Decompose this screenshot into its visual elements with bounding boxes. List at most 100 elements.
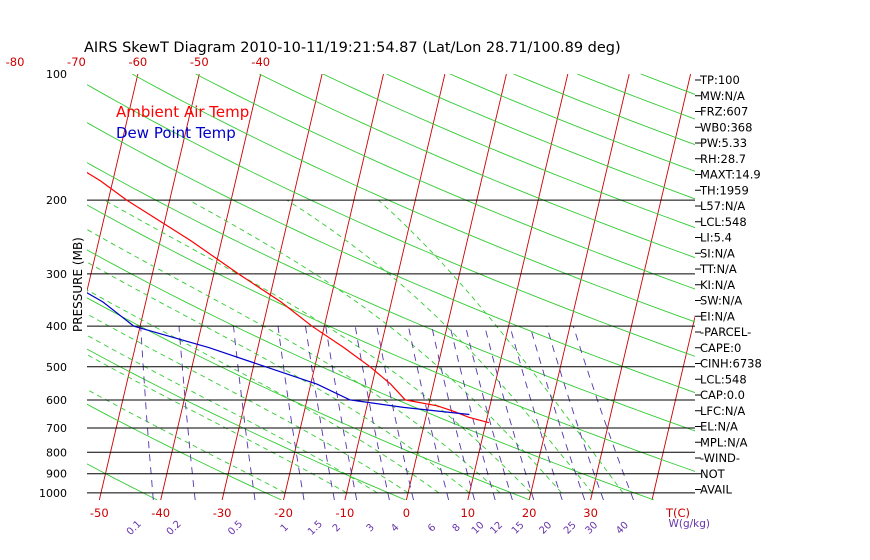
pressure-tick-label: 500 bbox=[46, 361, 67, 374]
mixing-ratio-line bbox=[325, 326, 358, 500]
dry-adiabat-line bbox=[322, 74, 695, 229]
index-label: TT:N/A bbox=[699, 262, 737, 276]
mixing-ratio-line bbox=[449, 326, 496, 500]
mixing-ratio-label: 1.5 bbox=[306, 519, 325, 538]
index-label: -PARCEL- bbox=[700, 325, 751, 339]
mixing-ratio-label: 8 bbox=[451, 522, 463, 534]
dry-adiabat-line bbox=[87, 249, 655, 500]
mixing-ratio-label: 40 bbox=[614, 520, 631, 537]
mixing-ratio-label: 25 bbox=[562, 520, 579, 537]
isotherm-line bbox=[590, 74, 692, 500]
top-temp-label: -50 bbox=[190, 55, 209, 69]
isotherm-line bbox=[0, 74, 77, 500]
index-label: LCL:548 bbox=[700, 215, 747, 229]
isotherm-line bbox=[344, 74, 446, 500]
moist-adiabat-line bbox=[286, 199, 593, 494]
temp-unit-label: T(C) bbox=[665, 506, 690, 520]
index-label: CAPE:0 bbox=[700, 341, 741, 355]
dew-point-temp-line bbox=[87, 292, 470, 416]
dry-adiabat-line bbox=[87, 84, 695, 357]
index-label: CAP:0.0 bbox=[700, 388, 745, 402]
pressure-tick-label: 600 bbox=[46, 394, 67, 407]
index-label: CINH:6738 bbox=[700, 357, 762, 371]
dry-adiabat-line bbox=[449, 74, 695, 172]
pressure-tick-label: 200 bbox=[46, 194, 67, 207]
dry-adiabat-line bbox=[87, 122, 695, 394]
mixing-ratio-line bbox=[509, 326, 563, 500]
mixing-ratio-line bbox=[431, 326, 475, 500]
bottom-temp-label: -20 bbox=[274, 506, 293, 520]
pressure-tick-label: 1000 bbox=[39, 487, 67, 500]
moist-adiabat-line bbox=[87, 313, 409, 494]
chart-title: AIRS SkewT Diagram 2010-10-11/19:21:54.8… bbox=[84, 40, 621, 56]
index-label: TH:1959 bbox=[699, 183, 749, 197]
mixing-ratio-line bbox=[465, 326, 513, 500]
index-label: -WIND- bbox=[700, 451, 740, 465]
mixing-ratio-line bbox=[277, 326, 305, 500]
dry-adiabat-line bbox=[195, 74, 695, 290]
legend: Ambient Air Temp Dew Point Temp bbox=[116, 103, 249, 142]
mixing-ratio-label: 12 bbox=[488, 520, 505, 537]
pressure-tick-label: 700 bbox=[46, 422, 67, 435]
moist-adiabat-line bbox=[87, 228, 501, 494]
index-label: MW:N/A bbox=[700, 89, 745, 103]
bottom-temp-label: 20 bbox=[522, 506, 537, 520]
moist-adiabat-line bbox=[377, 199, 624, 494]
mixing-ratio-line bbox=[529, 326, 586, 500]
y-axis-label: PRESSURE (MB) bbox=[71, 237, 85, 332]
pressure-tick-labels: 100 200 300 400 500 600 700 800 900 1000 bbox=[39, 68, 67, 500]
index-label: LI:5.4 bbox=[700, 231, 732, 245]
index-label: EI:N/A bbox=[700, 309, 735, 323]
index-label: MPL:N/A bbox=[700, 435, 748, 449]
dry-adiabat-line bbox=[131, 74, 695, 323]
top-temp-label: -70 bbox=[67, 55, 86, 69]
dry-adiabat-line bbox=[87, 403, 282, 500]
top-temp-label: -80 bbox=[6, 55, 25, 69]
index-label: MAXT:14.9 bbox=[700, 168, 761, 182]
index-label: EL:N/A bbox=[700, 420, 738, 434]
mixing-ratio-label: 4 bbox=[389, 522, 401, 534]
bottom-temp-label: 10 bbox=[460, 506, 475, 520]
pressure-tick-label: 900 bbox=[46, 468, 67, 481]
bottom-temp-label: 0 bbox=[403, 506, 410, 520]
isotherm-line bbox=[405, 74, 507, 500]
isobar-lines bbox=[87, 199, 695, 494]
dry-adiabat-line bbox=[513, 74, 695, 146]
mixing-ratio-line bbox=[178, 326, 196, 500]
mixing-ratio-label: 30 bbox=[584, 520, 601, 537]
isotherm-line bbox=[651, 314, 695, 500]
mixing-ratio-label: 1 bbox=[279, 522, 291, 534]
bottom-temp-label: -30 bbox=[213, 506, 232, 520]
mixing-ratio-label: 15 bbox=[510, 520, 527, 537]
legend-ambient-air-temp: Ambient Air Temp bbox=[116, 103, 249, 121]
index-label: RH:28.7 bbox=[700, 152, 746, 166]
isotherm-line bbox=[467, 74, 569, 500]
mixing-ratio-label: 3 bbox=[365, 522, 377, 534]
mixing-ratio-label: 0.1 bbox=[125, 519, 144, 538]
mixing-ratio-line bbox=[354, 326, 390, 500]
top-temperature-labels: -120-110-100-90-80-70-60-50-40 bbox=[6, 55, 270, 69]
mixing-ratio-label: 10 bbox=[470, 520, 487, 537]
bottom-temperature-labels: -50 -40 -30 -20 -10 0 10 20 30 T(C) bbox=[90, 506, 690, 520]
mixing-ratio-line bbox=[140, 326, 154, 500]
mixing-ratio-label: 2 bbox=[331, 522, 343, 534]
profile-lines bbox=[87, 171, 490, 424]
pressure-tick-label: 800 bbox=[46, 446, 67, 459]
index-label: LCL:548 bbox=[700, 372, 747, 386]
index-label: SI:N/A bbox=[700, 246, 735, 260]
index-label: AVAIL bbox=[700, 483, 733, 497]
bottom-temp-label: -50 bbox=[90, 506, 109, 520]
isotherm-line bbox=[98, 74, 200, 500]
mixing-ratio-line bbox=[572, 326, 634, 500]
ambient-air-temp-line bbox=[87, 171, 490, 424]
isotherm-line bbox=[0, 74, 15, 500]
mixing-ratio-label: 20 bbox=[537, 520, 554, 537]
index-label: NOT bbox=[700, 467, 726, 481]
dry-adiabat-line bbox=[87, 162, 695, 432]
index-label: PW:5.33 bbox=[700, 136, 747, 150]
index-label: TP:100 bbox=[699, 73, 740, 87]
top-temp-label: -60 bbox=[128, 55, 147, 69]
dry-adiabat-line bbox=[87, 204, 695, 472]
